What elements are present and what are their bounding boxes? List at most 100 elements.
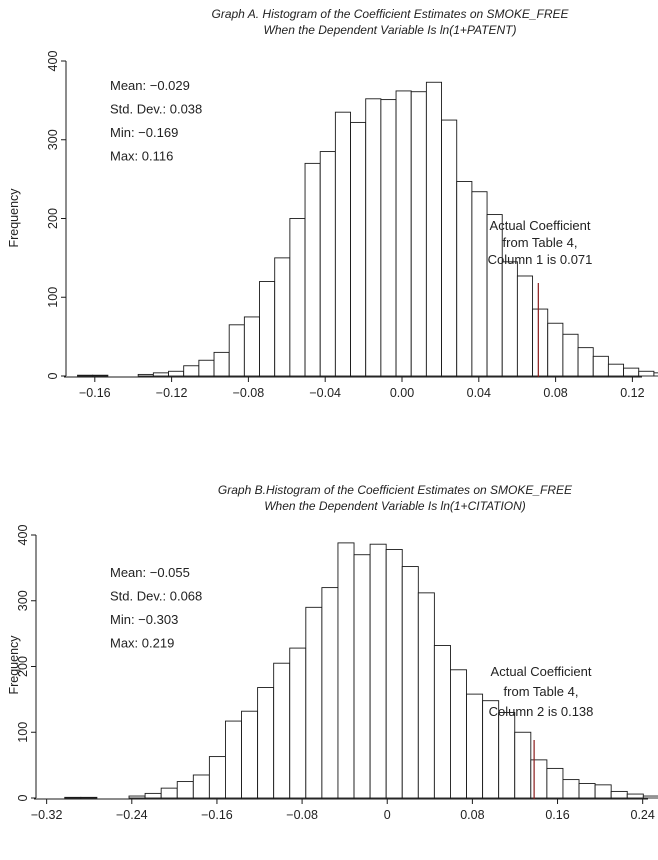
histogram-bar: [208, 756, 226, 799]
annotation-line: Actual Coefficient: [490, 218, 591, 233]
histogram-bar: [425, 81, 443, 377]
chart-title: Graph A. Histogram of the Coefficient Es…: [211, 7, 569, 21]
stat-line: Mean: −0.055: [110, 565, 190, 580]
histogram-bar: [259, 281, 276, 377]
histogram-bar: [137, 373, 154, 377]
x-tick-label: −0.04: [309, 386, 341, 400]
x-tick-label: 0.12: [620, 386, 644, 400]
histogram-bar: [353, 554, 371, 799]
x-tick-label: −0.08: [233, 386, 265, 400]
histogram-bar: [466, 693, 484, 799]
histogram-bar: [92, 374, 109, 377]
histogram-bar: [594, 784, 612, 799]
histogram-bar: [192, 774, 210, 799]
histogram-bar: [257, 687, 275, 799]
histogram-bar: [64, 796, 82, 799]
stat-line: Std. Dev.: 0.068: [110, 589, 202, 604]
chart-b: Graph B.Histogram of the Coefficient Est…: [7, 483, 658, 822]
histogram-bar: [369, 543, 387, 799]
histogram-bar: [577, 347, 594, 377]
histogram-bar: [176, 781, 194, 799]
histogram-bar: [168, 370, 185, 377]
bars: [77, 81, 658, 377]
histogram-bar: [350, 121, 367, 377]
histogram-bar: [530, 759, 548, 799]
histogram-bar: [433, 645, 451, 799]
histogram-bar: [228, 324, 245, 377]
histogram-bar: [450, 669, 467, 799]
y-axis-label: Frequency: [7, 188, 21, 248]
y-tick-label: 400: [46, 51, 60, 72]
histogram-bar: [638, 370, 655, 377]
histogram-bar: [607, 363, 625, 377]
histogram-bar: [578, 783, 596, 799]
histogram-bar: [144, 792, 162, 799]
histogram-bar: [623, 367, 640, 377]
histogram-bar: [441, 119, 458, 377]
histogram-bar: [334, 111, 351, 377]
histogram-bar: [610, 790, 628, 799]
histogram-bar: [546, 767, 564, 799]
summary-stats: Mean: −0.029 Std. Dev.: 0.038 Min: −0.169 M…: [110, 78, 202, 164]
x-tick-label: 0.00: [390, 386, 414, 400]
y-tick-label: 300: [16, 590, 30, 611]
y-tick-label: 0: [16, 794, 30, 801]
y-tick-label: 0: [46, 372, 60, 379]
y-tick-label: 100: [16, 722, 30, 743]
histogram-bar: [160, 787, 178, 799]
stat-line: Std. Dev.: 0.038: [110, 102, 202, 117]
histogram-bar: [289, 647, 307, 799]
x-tick-label: −0.16: [79, 386, 111, 400]
histogram-bar: [321, 587, 339, 799]
y-axis-label: Frequency: [7, 635, 21, 695]
annotation-line: Column 1 is 0.071: [488, 252, 593, 267]
x-tick-label: −0.32: [31, 808, 63, 822]
y-tick-label: 300: [46, 129, 60, 150]
annotation-line: from Table 4,: [503, 235, 578, 250]
y-tick-label: 200: [46, 208, 60, 229]
histogram-bar: [213, 351, 230, 377]
stat-line: Max: 0.219: [110, 636, 174, 651]
chart-a: Graph A. Histogram of the Coefficient Es…: [7, 7, 658, 400]
histogram-bar: [410, 91, 427, 377]
histogram-bar: [152, 372, 169, 377]
y-tick-label: 100: [46, 287, 60, 308]
histogram-bar: [337, 542, 355, 799]
axes: −0.16 −0.12 −0.08 −0.04 0.00 0.04 0.08 0.12 0 100…: [7, 51, 645, 400]
histogram-bar: [653, 372, 658, 377]
bars: [64, 542, 658, 799]
annotation-line: Actual Coefficient: [491, 664, 592, 679]
histogram-bar: [319, 151, 336, 377]
histogram-bar: [562, 779, 580, 799]
histogram-bar: [305, 606, 323, 799]
histogram-bar: [501, 261, 518, 377]
histogram-bar: [562, 333, 579, 377]
histogram-bar: [486, 214, 503, 377]
stat-line: Max: 0.116: [110, 149, 173, 164]
x-tick-label: 0.04: [467, 386, 491, 400]
histogram-bar: [241, 710, 259, 799]
histogram-bar: [77, 374, 94, 377]
summary-stats: Mean: −0.055 Std. Dev.: 0.068 Min: −0.303 M…: [110, 565, 202, 651]
histogram-bar: [592, 355, 609, 377]
histogram-bar: [516, 275, 534, 377]
annotation-line: Column 2 is 0.138: [489, 704, 594, 719]
y-tick-label: 400: [16, 525, 30, 546]
histogram-bar: [80, 796, 98, 799]
histogram-bar: [514, 731, 532, 799]
x-tick-label: 0: [384, 808, 391, 822]
histogram-bar: [395, 90, 412, 377]
histogram-bar: [198, 359, 215, 377]
histogram-bar: [547, 322, 564, 377]
histogram-bar: [225, 720, 242, 799]
x-tick-label: 0.16: [545, 808, 569, 822]
x-tick-label: −0.08: [286, 808, 318, 822]
histogram-bar: [626, 793, 644, 799]
x-tick-label: 0.08: [460, 808, 484, 822]
histogram-bar: [289, 218, 306, 377]
x-tick-label: 0.24: [631, 808, 655, 822]
histogram-bar: [183, 365, 200, 377]
stat-line: Min: −0.303: [110, 612, 178, 627]
